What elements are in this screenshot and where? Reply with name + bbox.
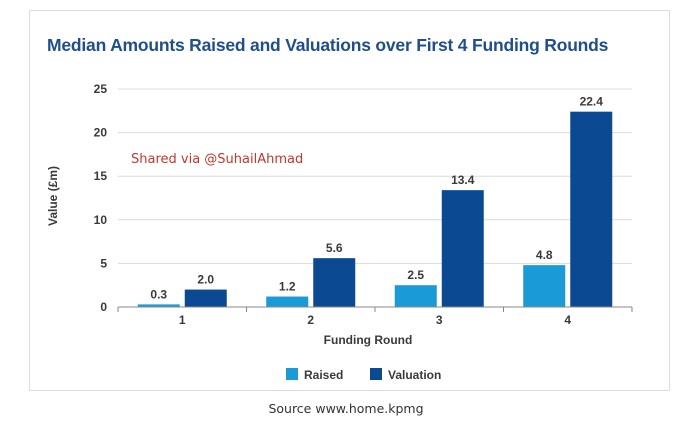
legend-label: Valuation (388, 368, 441, 382)
bar-valuation (441, 190, 484, 307)
bar-valuation (184, 289, 227, 307)
y-axis-title: Value (£m) (46, 166, 60, 226)
data-label: 2.0 (197, 273, 214, 287)
bar-valuation (313, 258, 356, 307)
chart-title: Median Amounts Raised and Valuations ove… (47, 35, 609, 55)
x-axis-ticks: 1 2 3 4 (117, 307, 633, 327)
x-tick-label: 2 (307, 313, 314, 327)
bar-valuation (570, 111, 613, 307)
y-axis-ticks: 0 5 10 15 20 25 (94, 82, 108, 314)
x-tick-label: 1 (179, 313, 186, 327)
x-tick-label: 3 (436, 313, 443, 327)
y-tick-label: 10 (94, 213, 108, 227)
legend-swatch-raised (286, 368, 298, 380)
bar-raised (523, 265, 566, 307)
y-tick-label: 5 (100, 256, 107, 270)
data-label: 5.6 (326, 241, 343, 255)
bar-raised (137, 304, 180, 307)
x-axis-title: Funding Round (324, 333, 413, 347)
data-label: 22.4 (580, 95, 604, 109)
legend-swatch-valuation (370, 368, 382, 380)
gridlines (118, 88, 632, 264)
legend-label: Raised (304, 368, 343, 382)
bars: 0.3 2.0 1.2 5.6 2.5 13.4 4.8 22.4 (137, 95, 613, 307)
bar-raised (266, 296, 309, 307)
data-label: 1.2 (279, 280, 296, 294)
bar-raised (394, 285, 437, 307)
data-label: 2.5 (407, 268, 424, 282)
source-caption: Source www.home.kpmg (268, 401, 424, 416)
data-label: 13.4 (451, 173, 475, 187)
legend: Raised Valuation (286, 368, 441, 382)
y-tick-label: 25 (94, 82, 108, 96)
x-tick-label: 4 (564, 313, 571, 327)
watermark-text: Shared via @SuhailAhmad (131, 152, 304, 167)
y-tick-label: 0 (100, 300, 107, 314)
data-label: 0.3 (150, 287, 167, 301)
y-tick-label: 20 (94, 126, 108, 140)
y-tick-label: 15 (94, 169, 108, 183)
data-label: 4.8 (536, 248, 553, 262)
chart-frame (29, 10, 670, 391)
